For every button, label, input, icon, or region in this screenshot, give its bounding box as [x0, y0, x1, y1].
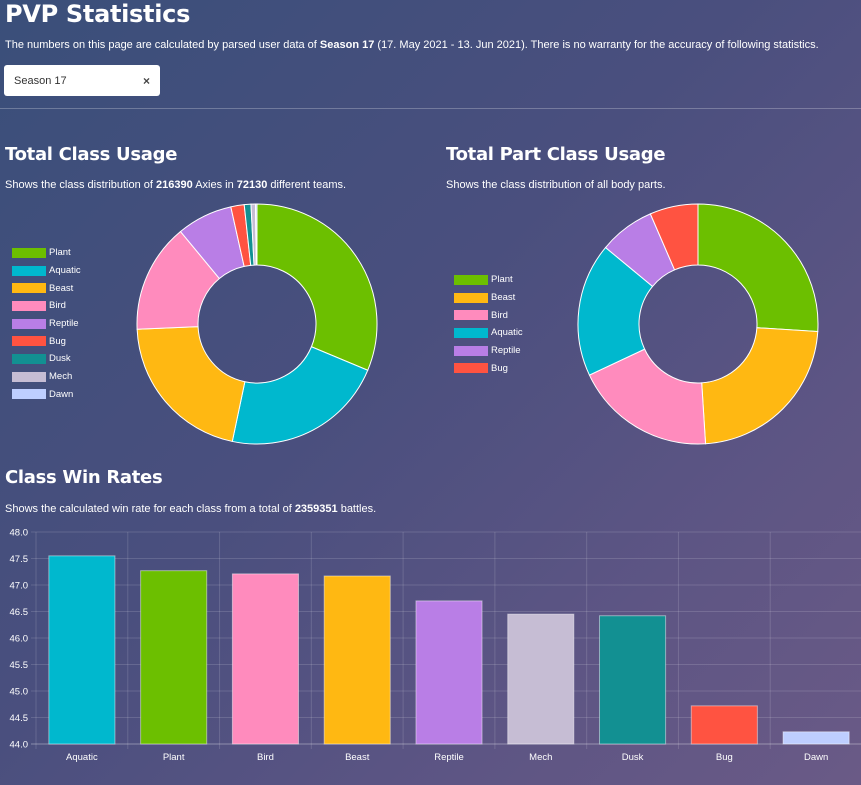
season-select[interactable]: Season 17 ×	[4, 65, 160, 96]
class-usage-title: Total Class Usage	[5, 144, 178, 165]
legend-swatch	[12, 265, 46, 276]
legend-swatch	[12, 318, 46, 329]
legend-label: Beast	[49, 282, 74, 294]
legend-swatch	[454, 363, 488, 374]
legend-label: Bird	[491, 309, 508, 321]
class-usage-legend-item-plant[interactable]: Plant	[12, 244, 81, 262]
part-usage-legend[interactable]: Plant Beast Bird Aquatic Reptile Bug	[454, 271, 523, 377]
legend-swatch	[454, 292, 488, 303]
legend-swatch	[12, 389, 46, 400]
class-usage-legend-item-bird[interactable]: Bird	[12, 297, 81, 315]
x-tick-label: Beast	[345, 752, 370, 763]
part-usage-legend-item-beast[interactable]: Beast	[454, 289, 523, 307]
legend-swatch	[454, 274, 488, 285]
y-tick-label: 44.0	[10, 740, 29, 751]
x-tick-label: Dawn	[804, 752, 828, 763]
bar-dusk[interactable]	[599, 615, 667, 745]
y-tick-label: 44.5	[10, 713, 29, 724]
bar-mech[interactable]	[507, 613, 575, 745]
bar-bird[interactable]	[231, 573, 299, 745]
part-usage-slice-beast[interactable]	[701, 327, 819, 445]
y-tick-label: 47.5	[10, 554, 29, 565]
legend-swatch	[12, 353, 46, 364]
y-tick-label: 45.0	[10, 687, 29, 698]
legend-label: Reptile	[49, 318, 79, 330]
bar-beast[interactable]	[323, 575, 391, 745]
legend-swatch	[12, 336, 46, 347]
legend-label: Bug	[49, 335, 66, 347]
class-usage-slice-beast[interactable]	[136, 326, 246, 443]
class-usage-legend-item-aquatic[interactable]: Aquatic	[12, 262, 81, 280]
class-usage-slice-dawn[interactable]	[254, 203, 258, 266]
class-usage-legend[interactable]: Plant Aquatic Beast Bird Reptile Bug Dusk Mech D…	[12, 244, 81, 403]
bar-bug[interactable]	[690, 705, 758, 745]
legend-swatch	[454, 327, 488, 338]
y-tick-label: 45.5	[10, 660, 29, 671]
part-usage-legend-item-bug[interactable]: Bug	[454, 359, 523, 377]
x-tick-label: Bird	[257, 752, 274, 763]
class-usage-legend-item-dusk[interactable]: Dusk	[12, 350, 81, 368]
legend-label: Aquatic	[491, 327, 523, 339]
legend-label: Beast	[491, 292, 516, 304]
part-usage-slice-bug[interactable]	[649, 203, 699, 271]
legend-label: Bug	[491, 362, 508, 374]
x-tick-label: Dusk	[622, 752, 644, 763]
part-usage-legend-item-aquatic[interactable]: Aquatic	[454, 324, 523, 342]
legend-label: Reptile	[491, 345, 521, 357]
legend-swatch	[454, 310, 488, 321]
class-usage-legend-item-reptile[interactable]: Reptile	[12, 315, 81, 333]
x-tick-label: Bug	[716, 752, 733, 763]
class-usage-desc: Shows the class distribution of 216390 A…	[5, 179, 347, 191]
class-usage-legend-item-beast[interactable]: Beast	[12, 279, 81, 297]
y-tick-label: 46.5	[10, 607, 29, 618]
part-usage-title: Total Part Class Usage	[446, 144, 666, 165]
legend-label: Dusk	[49, 353, 71, 365]
legend-label: Plant	[491, 274, 513, 286]
season-select-value: Season 17	[14, 74, 67, 87]
x-tick-label: Mech	[529, 752, 552, 763]
page-title: PVP Statistics	[5, 0, 191, 28]
y-tick-label: 47.0	[10, 581, 29, 592]
part-usage-legend-item-plant[interactable]: Plant	[454, 271, 523, 289]
part-usage-legend-item-reptile[interactable]: Reptile	[454, 342, 523, 360]
x-tick-label: Plant	[163, 752, 185, 763]
legend-swatch	[454, 345, 488, 356]
part-usage-desc: Shows the class distribution of all body…	[446, 179, 666, 191]
x-tick-label: Reptile	[434, 752, 464, 763]
class-usage-legend-item-dawn[interactable]: Dawn	[12, 386, 81, 404]
x-tick-label: Aquatic	[66, 752, 98, 763]
page-intro: The numbers on this page are calculated …	[5, 39, 819, 51]
bar-aquatic[interactable]	[48, 555, 116, 745]
legend-swatch	[12, 247, 46, 258]
win-rates-desc: Shows the calculated win rate for each c…	[5, 503, 377, 515]
legend-label: Dawn	[49, 388, 74, 400]
win-rates-title: Class Win Rates	[5, 467, 163, 488]
legend-label: Mech	[49, 371, 73, 383]
class-usage-slice-aquatic[interactable]	[231, 346, 369, 445]
legend-label: Aquatic	[49, 265, 81, 277]
y-tick-label: 48.0	[10, 528, 29, 539]
clear-icon[interactable]: ×	[142, 73, 150, 88]
bar-reptile[interactable]	[415, 600, 483, 745]
divider	[0, 108, 861, 109]
part-usage-legend-item-bird[interactable]: Bird	[454, 306, 523, 324]
bar-dawn[interactable]	[782, 731, 850, 745]
legend-swatch	[12, 300, 46, 311]
part-usage-slice-plant[interactable]	[697, 203, 819, 333]
class-usage-slice-plant[interactable]	[256, 203, 378, 371]
class-usage-legend-item-mech[interactable]: Mech	[12, 368, 81, 386]
bar-plant[interactable]	[140, 570, 208, 745]
legend-swatch	[12, 283, 46, 294]
legend-label: Plant	[49, 247, 71, 259]
legend-swatch	[12, 371, 46, 382]
class-usage-legend-item-bug[interactable]: Bug	[12, 332, 81, 350]
y-tick-label: 46.0	[10, 634, 29, 645]
legend-label: Bird	[49, 300, 66, 312]
